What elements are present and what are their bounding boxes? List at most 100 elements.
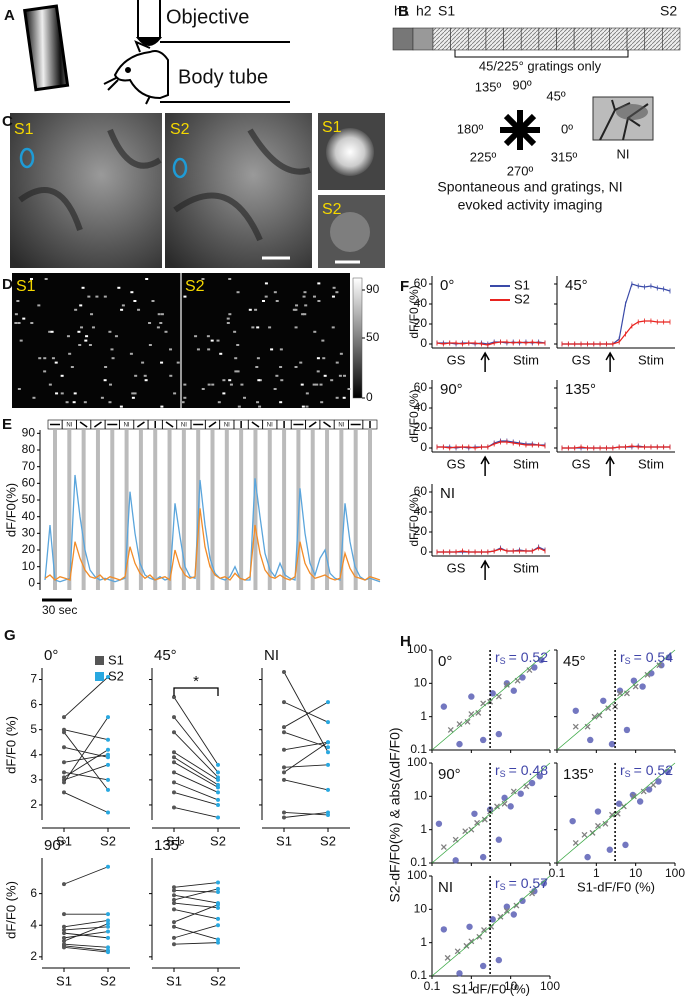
y-axis-label: dF/F0 (%): [407, 389, 421, 442]
panel-title: NI: [264, 647, 279, 664]
point-gray: [596, 712, 603, 719]
identity-line: [431, 875, 551, 977]
pair-line: [283, 701, 329, 723]
x-tick-label: S2: [100, 833, 116, 848]
heatmap-pixel: [77, 330, 81, 333]
heatmap-pixel: [134, 374, 138, 377]
heatmap-pixel: [273, 291, 277, 294]
pair-line: [63, 946, 109, 953]
y-tick-label: 30: [22, 526, 36, 540]
stim-onset-arrow: [480, 351, 490, 372]
heatmap-pixel: [183, 295, 187, 298]
heatmap-pixel: [264, 295, 268, 298]
point-s1: [62, 927, 66, 932]
point-s1: [62, 882, 66, 887]
stimulus-orientation: [208, 421, 217, 428]
point-blue: [435, 820, 443, 827]
stimulus-marker-bg: [219, 419, 235, 430]
body-tube-label: Body tube: [178, 66, 268, 88]
point-blue: [655, 778, 662, 785]
y-tick-label: 6: [30, 886, 37, 900]
identity-line: [431, 649, 551, 751]
point-s2: [106, 924, 110, 929]
panel-label: A: [4, 7, 15, 24]
rs-part: = 0.52: [509, 649, 549, 665]
y-tick-label: 100: [407, 868, 427, 882]
point-blue: [665, 654, 673, 661]
stimulus-orientation: [323, 421, 332, 428]
point-s2: [216, 940, 220, 945]
x-tick-label: S2: [210, 833, 226, 848]
point-s2: [326, 810, 330, 815]
identity-line: [556, 649, 676, 751]
heatmap-pixel: [44, 278, 48, 280]
point-s1: [282, 815, 286, 820]
panel-title: 135°: [563, 766, 594, 783]
heatmap-pixel: [251, 326, 255, 329]
rs-part: = 0.52: [634, 762, 674, 778]
pair-line: [283, 741, 329, 751]
block-label: h2: [416, 3, 432, 19]
angle-label: 225º: [470, 149, 497, 164]
heatmap-pixel: [88, 344, 92, 346]
heatmap-pixel: [242, 396, 246, 399]
point-s1: [62, 939, 66, 944]
trace-line: [44, 508, 381, 582]
point-s1: [172, 942, 176, 947]
point-s2: [106, 950, 110, 955]
heatmap-pixel: [29, 278, 33, 280]
x-tick-label: S2: [100, 973, 116, 988]
heatmap-pixel: [50, 330, 54, 333]
rs-part: = 0.54: [634, 649, 674, 665]
heatmap-pixel: [261, 300, 265, 302]
response-line: [437, 547, 546, 553]
point-blue: [658, 661, 665, 669]
stimulus-block: [644, 27, 663, 51]
heatmap-pixel: [159, 322, 163, 324]
point-s1: [62, 715, 66, 720]
pair-line: [283, 701, 329, 728]
point-gray: [630, 793, 637, 800]
stimulus-period: [167, 430, 172, 590]
angle-label: 315º: [551, 149, 578, 164]
heatmap-pixel: [295, 304, 299, 307]
heatmap-pixel: [317, 300, 321, 302]
stimulus-block: [450, 27, 469, 51]
baseline-block: [412, 27, 434, 51]
point-s1: [62, 912, 66, 917]
heatmap-pixel: [54, 361, 58, 364]
point-blue: [507, 803, 514, 810]
panel-title: 45°: [154, 647, 177, 664]
panel-label: F: [400, 278, 409, 295]
response-line: [436, 341, 545, 346]
session-label: S1: [16, 278, 36, 295]
point-blue: [456, 740, 463, 748]
panel-title: 135°: [154, 837, 185, 854]
point-s2: [106, 921, 110, 926]
heatmap-pixel: [109, 383, 113, 386]
point-blue: [510, 911, 517, 918]
heatmap-pixel: [305, 405, 309, 408]
point-s2: [106, 747, 110, 752]
point-s1: [172, 790, 176, 795]
heatmap-pixel: [330, 379, 334, 382]
heatmap-texture: [14, 278, 351, 408]
heatmap-pixel: [339, 352, 343, 355]
heatmap-pixel: [156, 326, 160, 329]
pair-line: [63, 943, 109, 948]
x-axis-label: S1-dF/F0 (%): [452, 981, 530, 996]
stimulus-marker-bg: [119, 419, 134, 430]
heatmap-pixel: [222, 379, 226, 382]
stimulus-marker-bg: [176, 419, 192, 430]
point-s1: [172, 907, 176, 912]
heatmap-pixel: [81, 286, 85, 289]
point-gray: [614, 810, 621, 817]
pair-line: [173, 904, 219, 923]
point-gray: [591, 713, 598, 720]
heatmap-pixel: [335, 396, 339, 399]
angle-label: 45º: [546, 88, 565, 103]
point-gray: [503, 907, 510, 914]
heatmap-pixel: [43, 370, 47, 373]
point-gray: [640, 788, 647, 795]
heatmap-pixel: [258, 379, 262, 382]
